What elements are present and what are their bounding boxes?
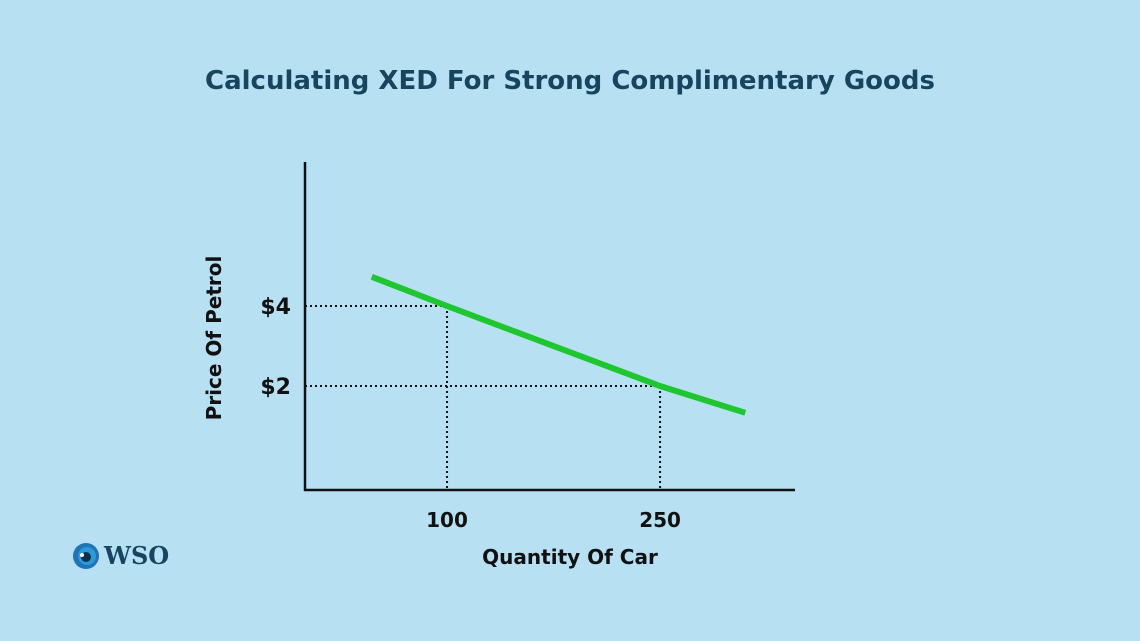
x-tick-label: 100 (426, 508, 468, 532)
x-axis-label: Quantity Of Car (482, 545, 658, 569)
y-tick-label: $2 (260, 375, 291, 400)
demand-line (370, 274, 747, 416)
y-axis-label: Price Of Petrol (202, 256, 226, 421)
wso-logo-icon (73, 542, 99, 569)
wso-logo-text: WSO (104, 541, 170, 570)
wso-logo: WSO (72, 541, 169, 570)
x-tick-label: 250 (639, 508, 681, 532)
y-tick-label: $4 (260, 295, 291, 320)
chart-title: Calculating XED For Strong Complimentary… (205, 66, 935, 96)
